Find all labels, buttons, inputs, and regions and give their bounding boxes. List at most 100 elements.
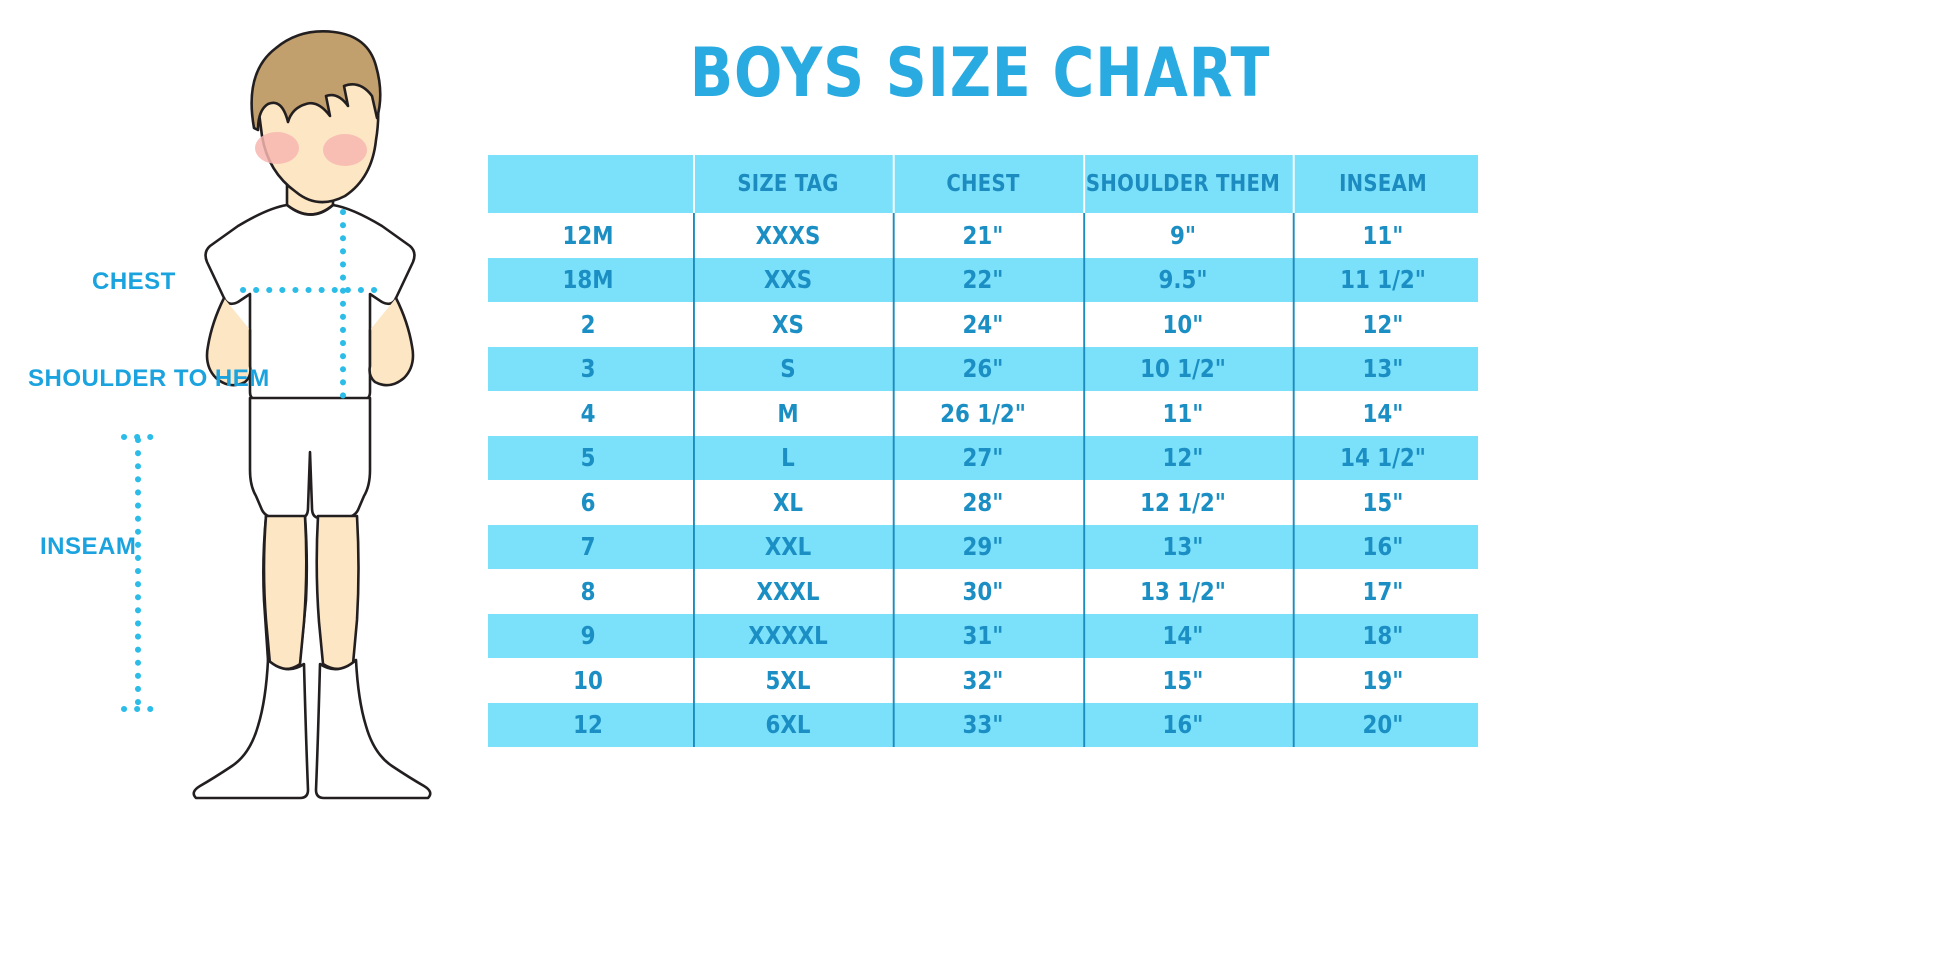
table-cell-value: 15" <box>1362 487 1404 517</box>
column-divider <box>1083 702 1086 747</box>
table-cell-value: 5XL <box>765 665 811 695</box>
column-divider <box>693 435 695 480</box>
table-cell: 11" <box>1083 391 1283 436</box>
column-divider <box>693 702 695 747</box>
column-divider <box>892 524 895 569</box>
table-cell: 14 1/2" <box>1292 435 1474 480</box>
column-divider <box>693 257 695 302</box>
column-divider <box>892 435 895 480</box>
table-cell-value: 24" <box>962 309 1004 339</box>
column-divider <box>693 524 695 569</box>
table-cell: 17" <box>1292 569 1474 614</box>
table-cell: 27" <box>892 435 1074 480</box>
column-divider <box>1292 569 1295 614</box>
table-cell-value: 26" <box>962 354 1004 384</box>
column-divider <box>693 155 695 213</box>
table-cell: XXXS <box>693 213 883 258</box>
table-cell-value: 27" <box>962 443 1004 473</box>
table-cell-value: 16" <box>1362 532 1404 562</box>
table-cell-value: S <box>780 354 796 384</box>
table-cell: 6XL <box>693 702 883 747</box>
table-cell: 12 1/2" <box>1083 480 1283 525</box>
column-header-label: CHEST <box>946 171 1020 197</box>
table-cell: 13 1/2" <box>1083 569 1283 614</box>
page-title: BOYS SIZE CHART <box>689 34 1271 113</box>
column-divider <box>1083 658 1086 703</box>
table-cell-value: XXXXL <box>748 621 828 651</box>
table-cell-value: 18M <box>562 265 614 295</box>
column-divider <box>1292 302 1295 347</box>
table-cell: 30" <box>892 569 1074 614</box>
table-cell-value: 2 <box>580 309 596 339</box>
column-divider <box>1083 480 1086 525</box>
table-cell: 12M <box>493 213 683 258</box>
table-cell: 10 1/2" <box>1083 346 1283 391</box>
table-cell: 28" <box>892 480 1074 525</box>
column-divider <box>1083 302 1086 347</box>
table-cell: 9" <box>1083 213 1283 258</box>
column-divider <box>1292 524 1295 569</box>
table-cell: 9.5" <box>1083 257 1283 302</box>
column-divider <box>1292 346 1295 391</box>
table-cell: XL <box>693 480 883 525</box>
table-cell: 3 <box>493 347 683 392</box>
table-cell-value: 8 <box>580 576 596 606</box>
table-row: 4 M 26 1/2" 11" 14" <box>488 391 1478 436</box>
column-divider <box>1083 346 1086 391</box>
table-cell: 5XL <box>693 658 883 703</box>
table-cell-value: 5 <box>580 443 596 473</box>
table-cell: XXS <box>693 257 883 302</box>
column-divider <box>693 213 695 258</box>
table-cell: XXXXL <box>693 613 883 658</box>
boy-illustration <box>0 0 470 973</box>
column-divider <box>693 613 695 658</box>
size-chart-table: SIZE TAG CHEST SHOULDER THEM INSEAM 12M XXXS 2… <box>488 155 1478 747</box>
table-cell: 12" <box>1083 435 1283 480</box>
table-row: 9 XXXXL 31" 14" 18" <box>488 613 1478 659</box>
table-cell: 14" <box>1292 391 1474 436</box>
table-row: 10 5XL 32" 15" 19" <box>488 658 1478 703</box>
table-cell: 18" <box>1292 613 1474 658</box>
column-divider <box>693 658 695 703</box>
chest-measurement-label: CHEST <box>92 268 176 295</box>
table-cell: 7 <box>493 525 683 570</box>
table-cell-value: 9.5" <box>1158 265 1208 295</box>
table-cell-value: 15" <box>1162 665 1204 695</box>
table-cell: 6 <box>493 480 683 525</box>
table-cell-value: 21" <box>962 220 1004 250</box>
table-cell-value: 12" <box>1162 443 1204 473</box>
column-divider <box>892 346 895 391</box>
table-cell-value: 17" <box>1362 576 1404 606</box>
column-divider <box>1083 524 1086 569</box>
column-divider <box>1083 391 1086 436</box>
table-cell-value: 31" <box>962 621 1004 651</box>
table-cell: XXL <box>693 524 883 569</box>
column-divider <box>1083 257 1086 302</box>
column-header-label: SHOULDER THEM <box>1085 171 1281 197</box>
column-divider <box>1083 435 1086 480</box>
column-header-3: SHOULDER THEM <box>1083 155 1283 213</box>
table-cell: 13" <box>1083 524 1283 569</box>
table-cell-value: XL <box>772 487 804 517</box>
column-divider <box>892 658 895 703</box>
column-divider <box>892 391 895 436</box>
column-divider <box>1292 435 1295 480</box>
table-cell: 9 <box>493 614 683 659</box>
table-cell: 5 <box>493 436 683 481</box>
table-cell-value: XXS <box>763 265 813 295</box>
table-cell-value: 12" <box>1362 309 1404 339</box>
table-cell: 16" <box>1292 524 1474 569</box>
table-cell-value: 14 1/2" <box>1340 443 1426 473</box>
table-cell-value: 14" <box>1362 398 1404 428</box>
table-cell-value: 28" <box>962 487 1004 517</box>
table-cell: 19" <box>1292 658 1474 703</box>
table-cell: 18M <box>493 258 683 303</box>
table-cell-value: 19" <box>1362 665 1404 695</box>
table-cell: 10" <box>1083 302 1283 347</box>
column-divider <box>693 569 695 614</box>
table-cell-value: 16" <box>1162 710 1204 740</box>
table-cell-value: 20" <box>1362 710 1404 740</box>
table-cell-value: 30" <box>962 576 1004 606</box>
column-divider <box>1292 391 1295 436</box>
table-cell: 2 <box>493 302 683 347</box>
